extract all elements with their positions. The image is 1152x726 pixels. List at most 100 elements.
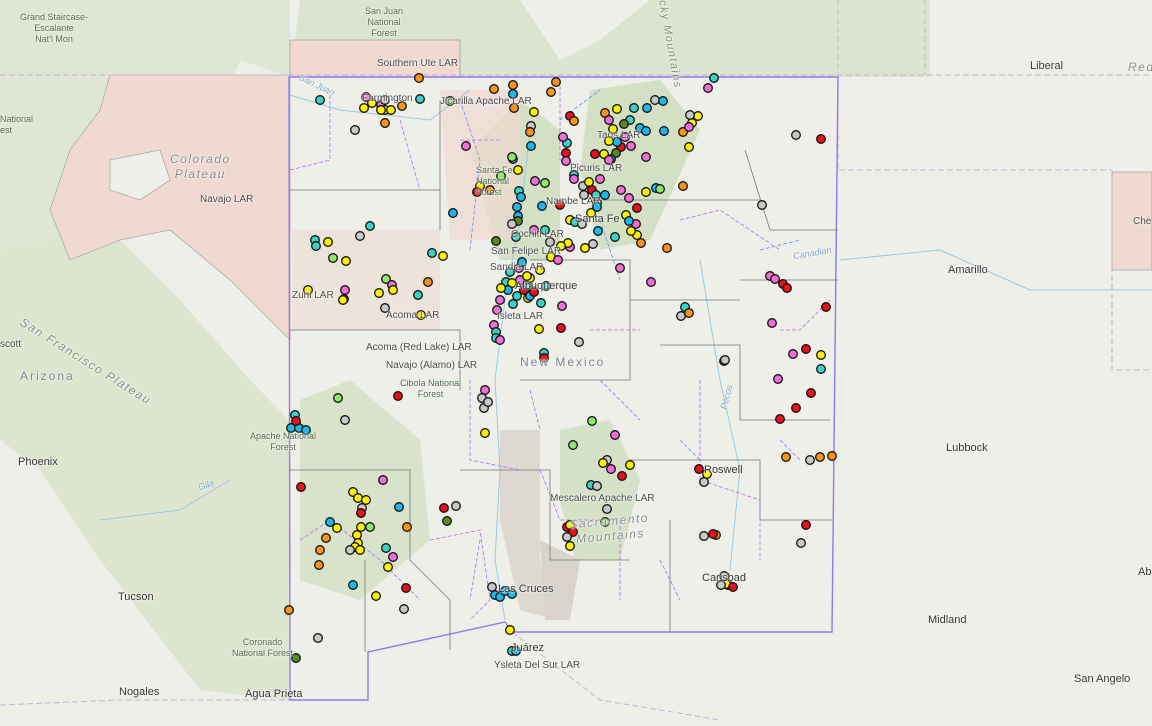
map-point-darkgreen[interactable] (442, 516, 452, 526)
map-point-blue[interactable] (301, 425, 311, 435)
map-point-yellow[interactable] (513, 165, 523, 175)
map-point-blue[interactable] (537, 201, 547, 211)
map-point-pink[interactable] (529, 225, 539, 235)
map-point-gray[interactable] (716, 580, 726, 590)
map-point-teal[interactable] (508, 299, 518, 309)
map-point-pink[interactable] (606, 464, 616, 474)
map-point-pink[interactable] (703, 83, 713, 93)
map-point-gray[interactable] (380, 95, 390, 105)
map-point-pink[interactable] (641, 152, 651, 162)
map-point-lightgreen[interactable] (600, 517, 610, 527)
map-point-gray[interactable] (487, 582, 497, 592)
map-point-pink[interactable] (361, 92, 371, 102)
map-point-red[interactable] (708, 529, 718, 539)
map-point-red[interactable] (556, 323, 566, 333)
map-point-pink[interactable] (770, 274, 780, 284)
map-point-red[interactable] (694, 464, 704, 474)
map-point-orange[interactable] (402, 522, 412, 532)
map-point-pink[interactable] (595, 174, 605, 184)
map-point-yellow[interactable] (352, 530, 362, 540)
map-point-red[interactable] (728, 582, 738, 592)
map-point-pink[interactable] (616, 185, 626, 195)
map-point-blue[interactable] (642, 103, 652, 113)
map-point-blue[interactable] (394, 502, 404, 512)
map-point-orange[interactable] (684, 308, 694, 318)
map-point-yellow[interactable] (367, 98, 377, 108)
map-point-gray[interactable] (380, 303, 390, 313)
map-point-red[interactable] (529, 287, 539, 297)
map-point-blue[interactable] (325, 517, 335, 527)
map-point-orange[interactable] (569, 116, 579, 126)
map-point-teal[interactable] (365, 221, 375, 231)
map-point-orange[interactable] (678, 181, 688, 191)
map-point-blue[interactable] (592, 202, 602, 212)
map-point-lightgreen[interactable] (507, 152, 517, 162)
map-point-orange[interactable] (284, 605, 294, 615)
map-point-yellow[interactable] (383, 562, 393, 572)
map-point-lightgreen[interactable] (328, 253, 338, 263)
map-point-gray[interactable] (545, 237, 555, 247)
map-point-blue[interactable] (658, 96, 668, 106)
map-point-pink[interactable] (767, 318, 777, 328)
map-point-red[interactable] (791, 403, 801, 413)
map-point-red[interactable] (539, 353, 549, 363)
map-point-blue[interactable] (600, 190, 610, 200)
map-point-orange[interactable] (636, 238, 646, 248)
map-point-red[interactable] (632, 203, 642, 213)
map-point-yellow[interactable] (641, 187, 651, 197)
map-point-pink[interactable] (624, 193, 634, 203)
map-point-teal[interactable] (427, 248, 437, 258)
map-point-red[interactable] (439, 503, 449, 513)
map-point-red[interactable] (801, 520, 811, 530)
map-point-blue[interactable] (624, 216, 634, 226)
map-point-yellow[interactable] (376, 105, 386, 115)
map-point-pink[interactable] (557, 301, 567, 311)
map-point-red[interactable] (617, 471, 627, 481)
map-point-yellow[interactable] (480, 428, 490, 438)
map-point-yellow[interactable] (386, 105, 396, 115)
map-point-pink[interactable] (461, 141, 471, 151)
map-point-pink[interactable] (604, 115, 614, 125)
map-point-gray[interactable] (399, 604, 409, 614)
map-point-orange[interactable] (414, 73, 424, 83)
map-point-teal[interactable] (381, 543, 391, 553)
map-point-teal[interactable] (816, 364, 826, 374)
map-point-red[interactable] (816, 134, 826, 144)
map-point-yellow[interactable] (505, 625, 515, 635)
map-point-gray[interactable] (451, 501, 461, 511)
map-point-teal[interactable] (591, 190, 601, 200)
map-point-orange[interactable] (827, 451, 837, 461)
map-point-gray[interactable] (757, 200, 767, 210)
map-point-gray[interactable] (588, 239, 598, 249)
map-point-red[interactable] (555, 200, 565, 210)
map-point-lightgreen[interactable] (381, 274, 391, 284)
map-point-darkgreen[interactable] (291, 653, 301, 663)
map-point-red[interactable] (401, 583, 411, 593)
map-point-pink[interactable] (773, 374, 783, 384)
map-point-yellow[interactable] (816, 350, 826, 360)
map-point-gray[interactable] (791, 130, 801, 140)
map-point-lightgreen[interactable] (365, 522, 375, 532)
map-point-gray[interactable] (602, 504, 612, 514)
map-point-orange[interactable] (423, 277, 433, 287)
map-point-teal[interactable] (315, 95, 325, 105)
map-point-orange[interactable] (380, 118, 390, 128)
map-point-red[interactable] (356, 508, 366, 518)
map-point-pink[interactable] (530, 176, 540, 186)
map-point-gray[interactable] (562, 532, 572, 542)
map-point-gray[interactable] (340, 415, 350, 425)
map-point-teal[interactable] (505, 267, 515, 277)
map-point-orange[interactable] (662, 243, 672, 253)
map-point-orange[interactable] (781, 452, 791, 462)
map-point-lightgreen[interactable] (496, 171, 506, 181)
map-point-blue[interactable] (512, 202, 522, 212)
map-point-orange[interactable] (397, 101, 407, 111)
map-point-yellow[interactable] (522, 271, 532, 281)
map-point-teal[interactable] (413, 290, 423, 300)
map-point-teal[interactable] (536, 298, 546, 308)
map-point-gray[interactable] (685, 110, 695, 120)
map-point-yellow[interactable] (556, 241, 566, 251)
map-point-lightgreen[interactable] (445, 96, 455, 106)
map-point-blue[interactable] (508, 89, 518, 99)
